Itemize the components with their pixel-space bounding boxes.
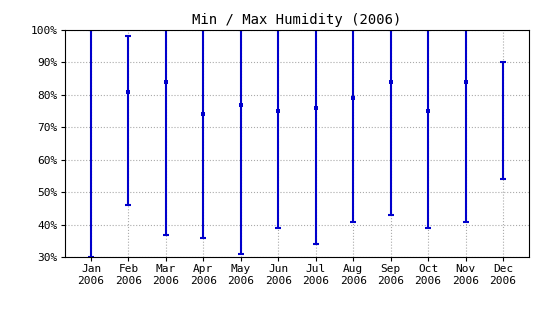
Title: Min / Max Humidity (2006): Min / Max Humidity (2006): [192, 13, 402, 27]
